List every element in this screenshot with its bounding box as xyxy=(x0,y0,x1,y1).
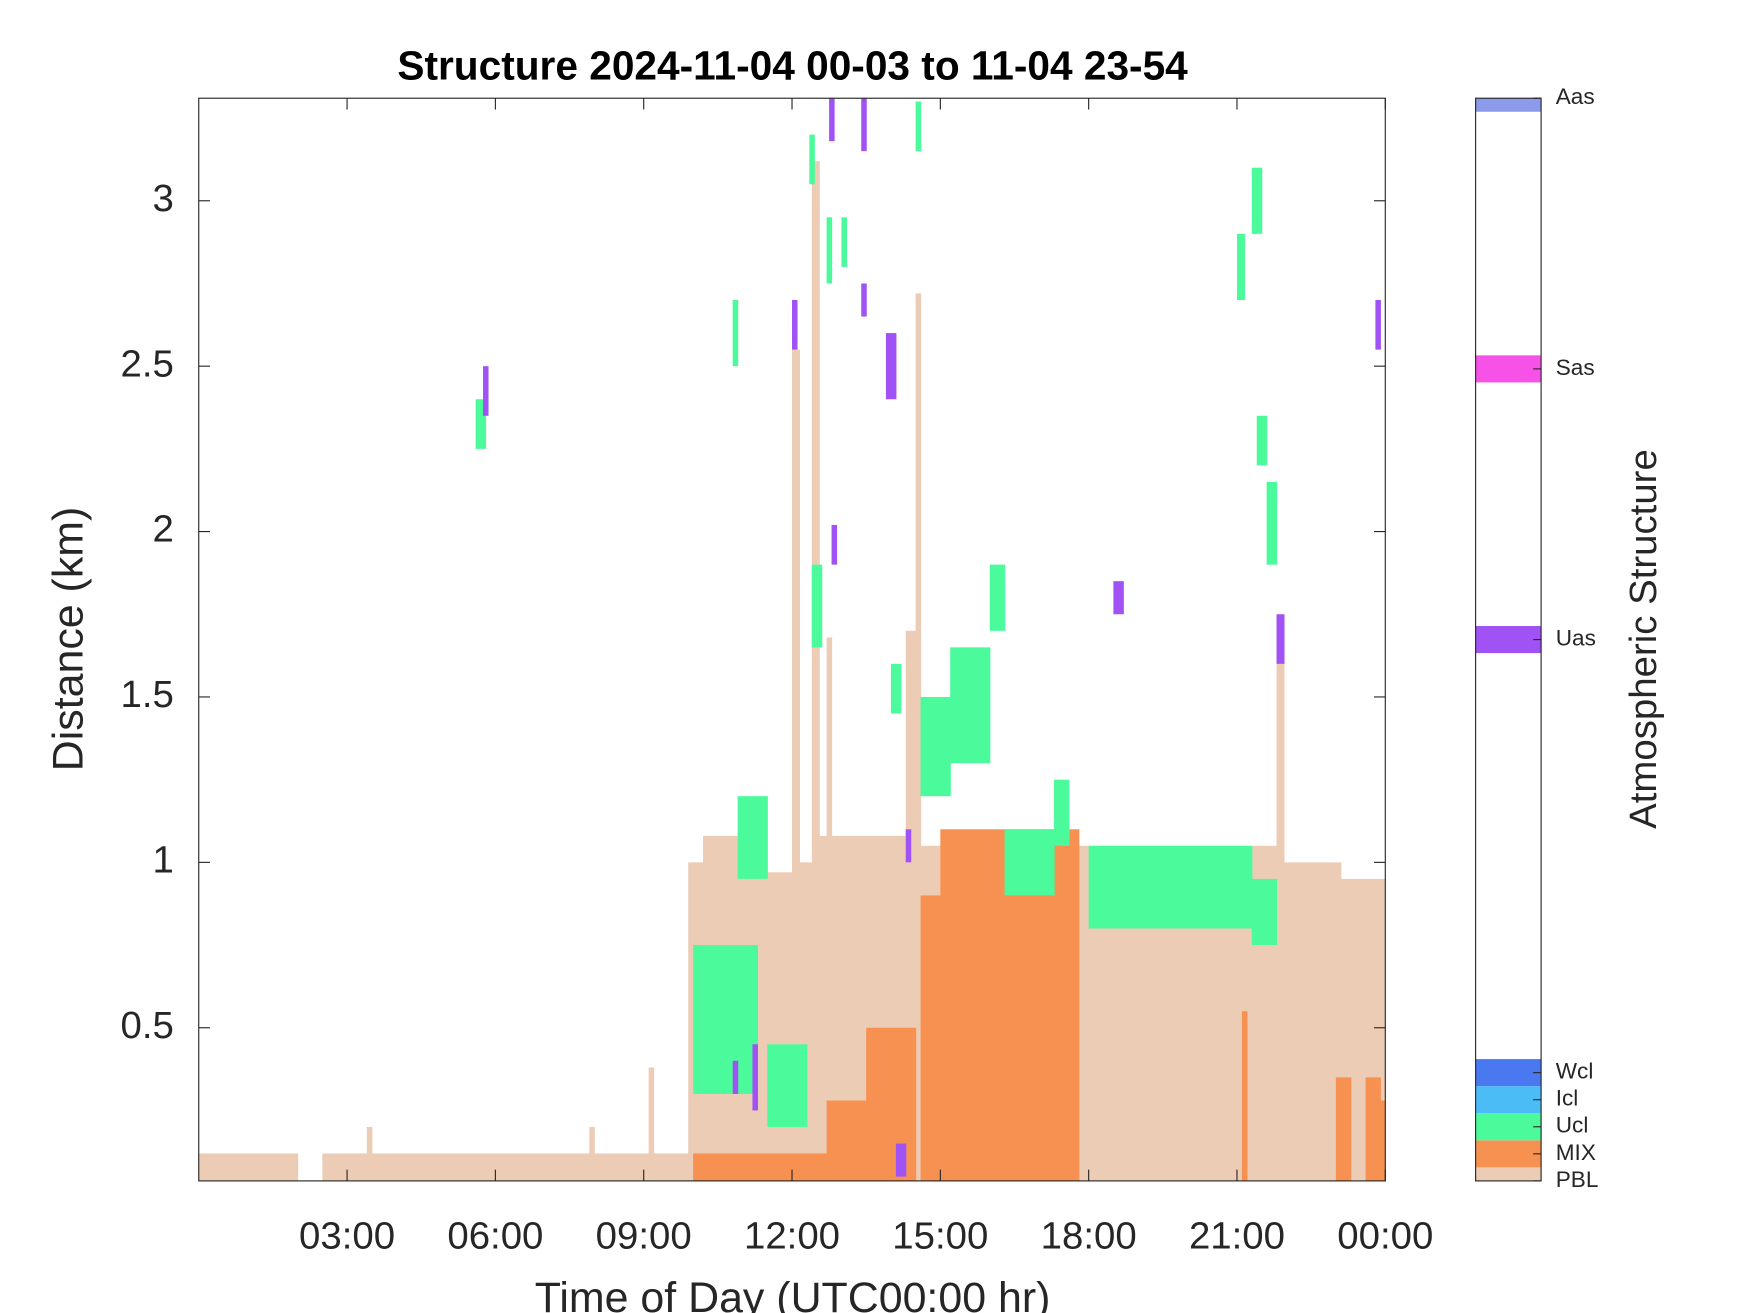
y-tick-label: 0.5 xyxy=(121,1004,174,1047)
structure-cell xyxy=(1256,415,1268,466)
colorbar-swatch xyxy=(1475,355,1542,383)
colorbar-tick-label: MIX xyxy=(1556,1140,1596,1165)
structure-cell xyxy=(841,217,847,267)
structure-cell xyxy=(1365,1077,1381,1181)
structure-cell xyxy=(792,349,801,1181)
structure-cell xyxy=(1375,300,1381,350)
structure-cell xyxy=(799,862,813,1181)
structure-cell xyxy=(732,300,739,367)
structure-cell xyxy=(1283,862,1342,1181)
structure-cell xyxy=(648,1067,655,1181)
plot-area xyxy=(198,98,1386,1181)
structure-cell xyxy=(809,134,815,185)
y-tick-label: 1.5 xyxy=(121,673,174,716)
structure-cell xyxy=(1276,663,1285,1181)
colorbar-tick-label: Aas xyxy=(1556,84,1595,109)
structure-cell xyxy=(866,1027,917,1181)
structure-cell xyxy=(752,1044,758,1111)
colorbar-tick-label: Sas xyxy=(1556,355,1595,380)
y-tick-label: 3 xyxy=(153,177,174,220)
x-tick-label: 03:00 xyxy=(299,1215,395,1258)
x-tick-label: 09:00 xyxy=(596,1215,692,1258)
colorbar-tick-label: Ucl xyxy=(1556,1113,1589,1138)
structure-cell xyxy=(322,1153,689,1181)
structure-cell xyxy=(1251,878,1278,946)
structure-cell xyxy=(693,945,758,1094)
structure-cell xyxy=(826,1100,867,1181)
structure-cell xyxy=(811,564,823,648)
colorbar-swatch xyxy=(1475,1086,1542,1114)
structure-cell xyxy=(1335,1077,1352,1181)
structure-cell xyxy=(732,1060,739,1094)
structure-cell xyxy=(737,796,768,879)
structure-cell xyxy=(792,300,798,350)
structure-cell xyxy=(475,399,487,449)
structure-cell xyxy=(885,333,897,400)
structure-cell xyxy=(895,1143,907,1177)
structure-cell xyxy=(905,630,917,1181)
structure-cell xyxy=(826,637,833,1181)
structure-cell xyxy=(915,101,922,152)
colorbar-tick-label: Uas xyxy=(1556,626,1596,651)
structure-cell xyxy=(861,98,867,152)
structure-cell xyxy=(1241,1011,1248,1181)
structure-cell xyxy=(198,1153,299,1181)
structure-cell xyxy=(1004,829,1055,896)
colorbar-swatch xyxy=(1475,1167,1542,1181)
structure-cell xyxy=(483,366,489,416)
structure-cell xyxy=(1276,614,1285,664)
structure-cell xyxy=(366,1126,373,1181)
structure-cell xyxy=(920,696,951,797)
structure-cell xyxy=(1236,233,1245,301)
structure-cell xyxy=(693,1153,828,1181)
colorbar-label: Atmospheric Structure xyxy=(1622,449,1665,829)
y-tick-label: 2.5 xyxy=(121,342,174,385)
structure-cell xyxy=(890,663,902,714)
x-axis-label: Time of Day (UTC00:00 hr) xyxy=(535,1274,1051,1313)
axes: 03:00 06:00 09:00 12:00 15:00 18:00 21:00 00:00… xyxy=(121,84,1599,1257)
colorbar-swatch xyxy=(1475,1059,1542,1087)
structure-cell xyxy=(1088,845,1253,929)
structure-cell xyxy=(920,895,941,1181)
structure-cell xyxy=(767,1044,808,1127)
structure-cell xyxy=(826,217,833,284)
x-tick-label: 21:00 xyxy=(1189,1215,1285,1258)
structure-cell xyxy=(1113,581,1124,615)
y-axis-label: Distance (km) xyxy=(44,507,92,772)
x-tick-label: 18:00 xyxy=(1041,1215,1137,1258)
chart-title: Structure 2024-11-04 00-03 to 11-04 23-5… xyxy=(397,43,1188,89)
structure-cell xyxy=(811,161,820,1181)
structure-cell xyxy=(1266,481,1278,565)
structure-cell xyxy=(831,524,838,565)
structure-cell xyxy=(915,293,922,1181)
colorbar-tick-label: Wcl xyxy=(1556,1059,1594,1084)
structure-cell xyxy=(1380,1100,1386,1181)
structure-cell xyxy=(905,829,912,863)
structure-cell xyxy=(989,564,1006,631)
colorbar-swatch xyxy=(1475,1140,1542,1168)
structure-cell xyxy=(829,98,835,142)
structure-cell xyxy=(861,283,867,317)
y-tick-label: 2 xyxy=(153,508,174,551)
colorbar-swatch xyxy=(1475,98,1542,112)
structure-cell xyxy=(1054,779,1070,846)
colorbar-tick-label: Icl xyxy=(1556,1086,1579,1111)
structure-cell xyxy=(950,647,991,764)
x-tick-label: 00:00 xyxy=(1337,1215,1433,1258)
x-tick-label: 12:00 xyxy=(744,1215,840,1258)
structure-cell xyxy=(1251,167,1263,234)
colorbar-frame xyxy=(1475,97,1542,1182)
colorbar-swatch xyxy=(1475,626,1542,654)
x-tick-label: 15:00 xyxy=(892,1215,988,1258)
colorbar-swatch xyxy=(1475,1113,1542,1141)
colorbar-tick-label: PBL xyxy=(1556,1167,1599,1192)
x-tick-label: 06:00 xyxy=(447,1215,543,1258)
y-tick-label: 1 xyxy=(153,838,174,881)
structure-cell xyxy=(589,1126,595,1181)
